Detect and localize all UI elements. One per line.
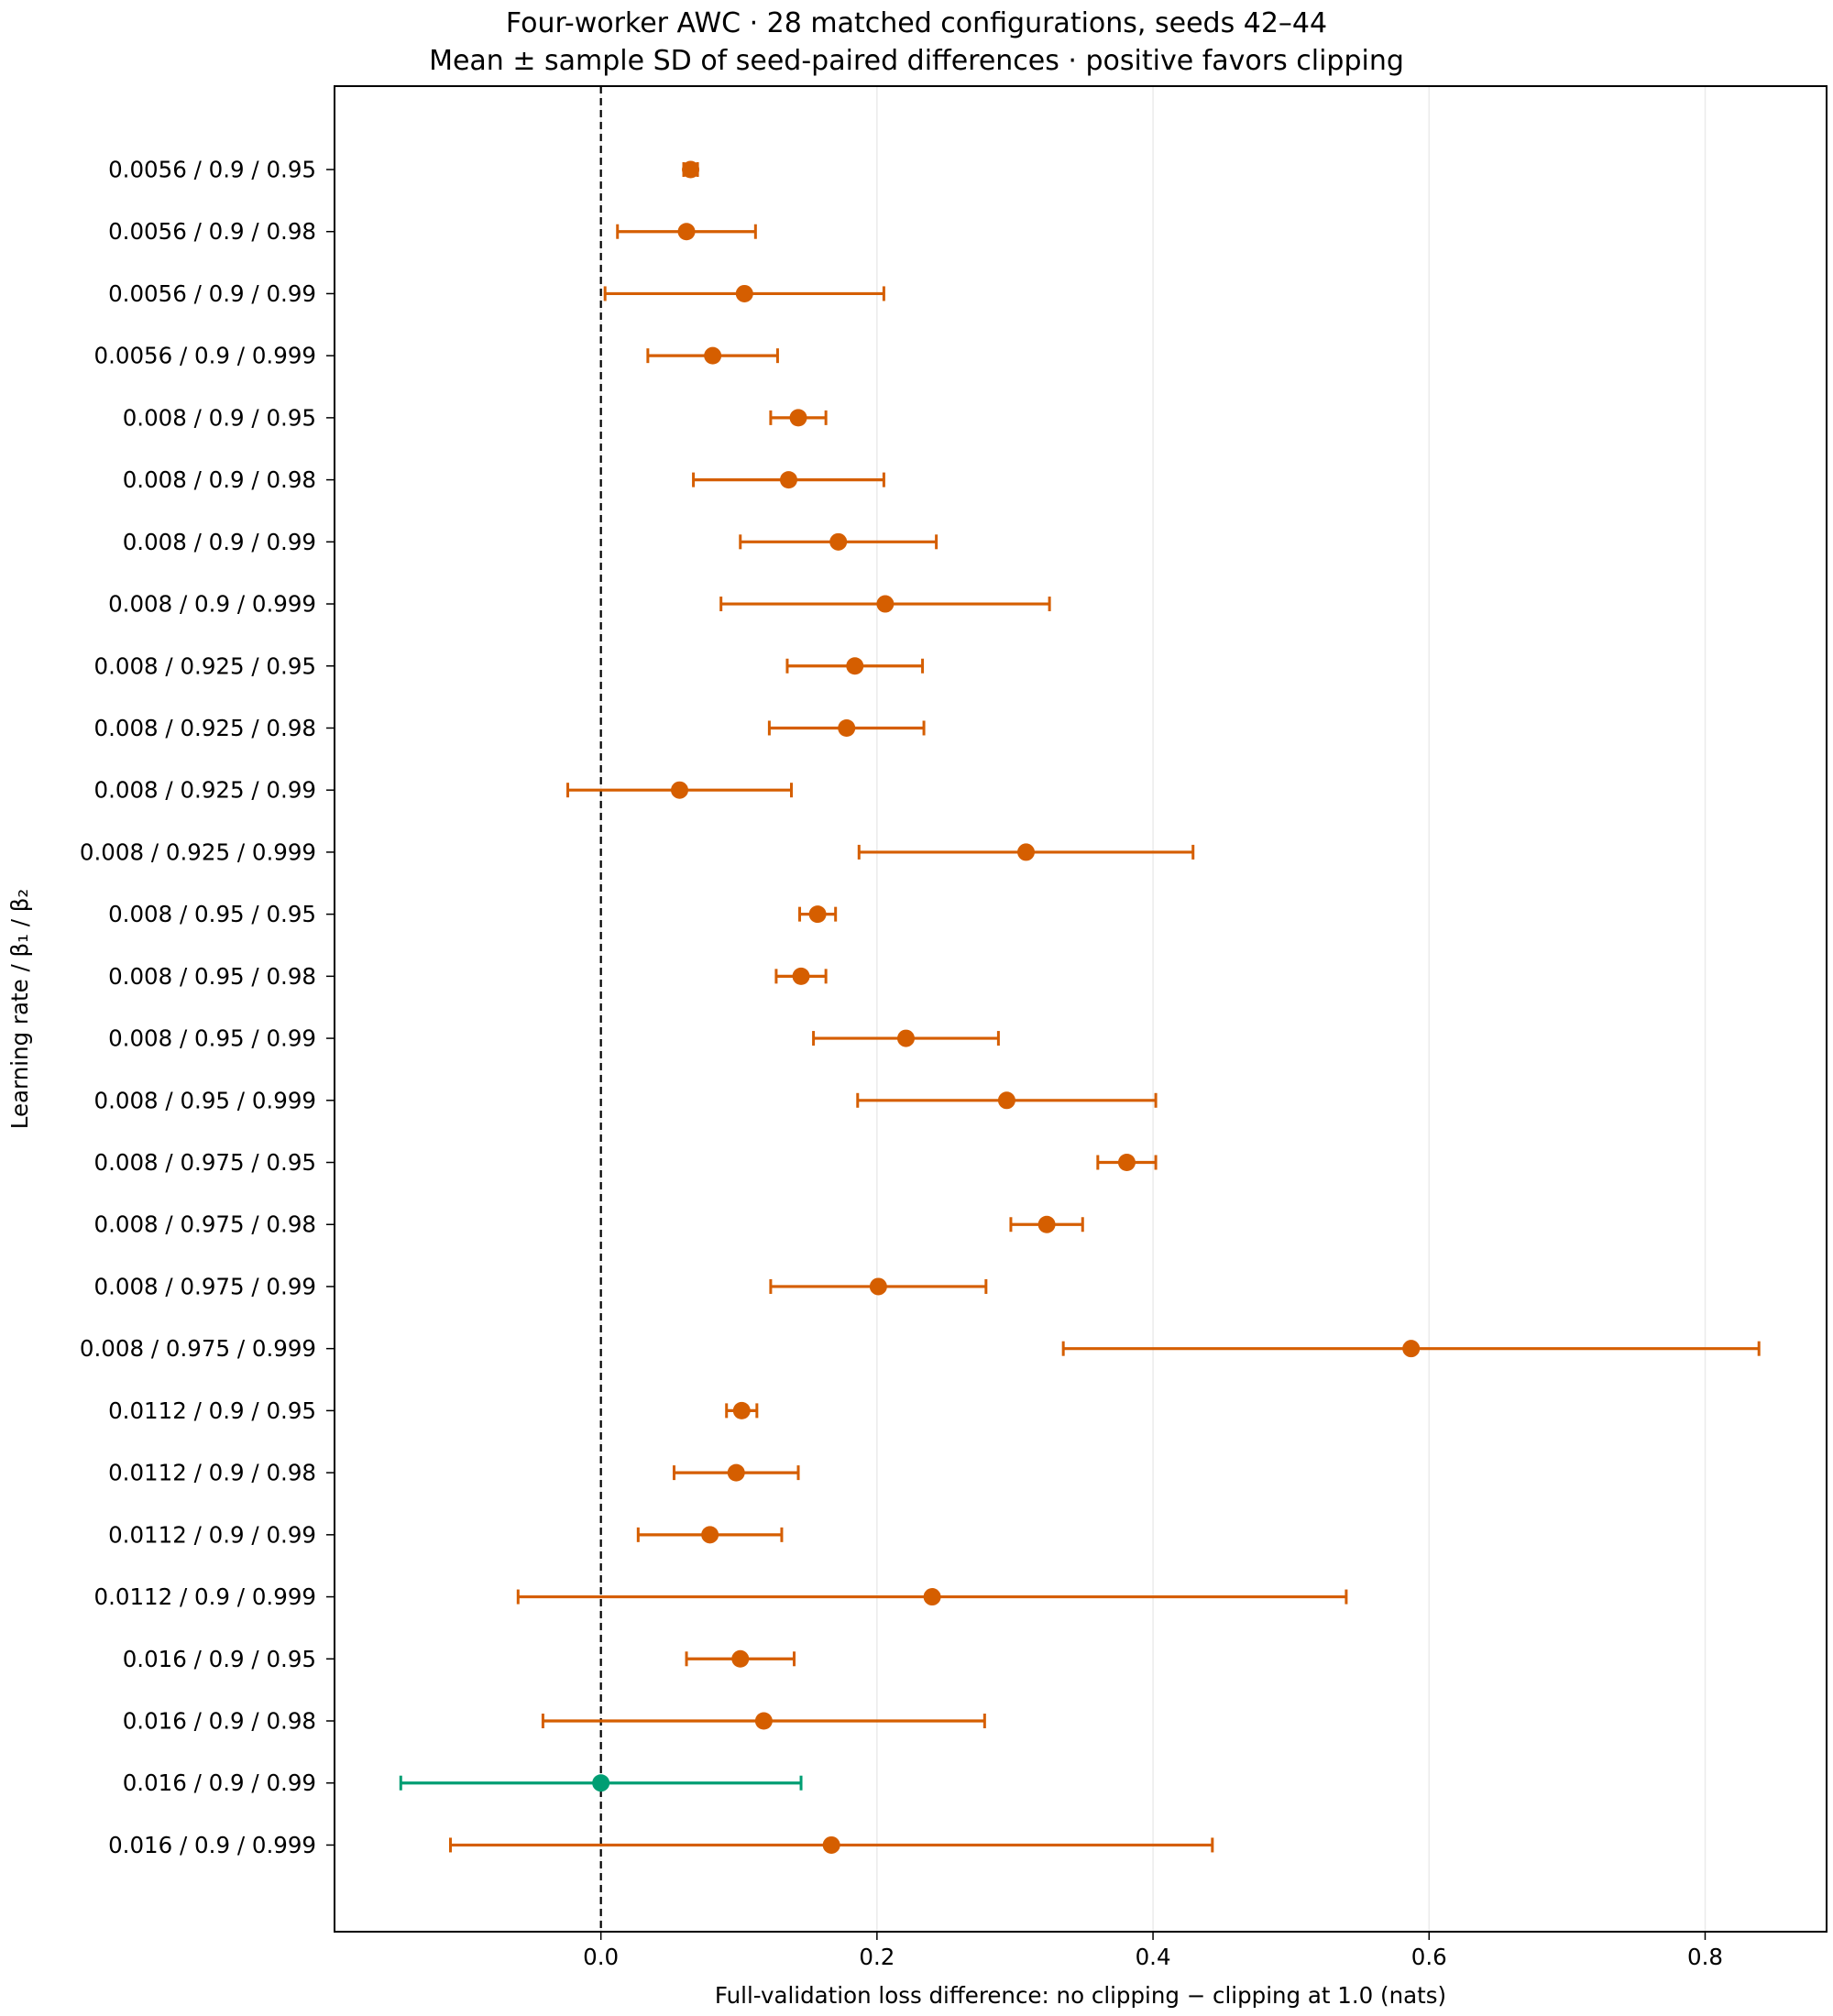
chart-title: Four-worker AWC · 28 matched configurati… xyxy=(506,7,1327,39)
y-tick-label: 0.0056 / 0.9 / 0.99 xyxy=(108,280,316,307)
mean-point xyxy=(682,160,700,179)
y-tick-label: 0.0112 / 0.9 / 0.99 xyxy=(108,1521,316,1548)
plot-frame xyxy=(334,85,1828,1933)
mean-point xyxy=(896,1029,915,1047)
mean-point xyxy=(1017,843,1036,861)
mean-point xyxy=(829,532,848,551)
mean-point xyxy=(822,1835,840,1854)
grid-lines xyxy=(599,86,1707,1932)
y-tick-label: 0.016 / 0.9 / 0.98 xyxy=(123,1708,316,1735)
y-tick-label: 0.008 / 0.9 / 0.98 xyxy=(123,466,316,493)
chart-subtitle: Mean ± sample SD of seed-paired differen… xyxy=(429,45,1404,77)
y-tick-label: 0.008 / 0.975 / 0.95 xyxy=(94,1149,317,1176)
y-tick-label: 0.0112 / 0.9 / 0.999 xyxy=(94,1583,317,1610)
y-tick-label: 0.016 / 0.9 / 0.999 xyxy=(108,1832,316,1858)
data-series xyxy=(399,160,1761,1854)
mean-point xyxy=(779,471,797,489)
y-axis-ticks: 0.0056 / 0.9 / 0.95 0.0056 / 0.9 / 0.98 0.… xyxy=(80,157,335,1858)
y-tick-label: 0.008 / 0.925 / 0.999 xyxy=(80,838,316,865)
x-tick-label: 0.8 xyxy=(1687,1944,1723,1970)
mean-point xyxy=(846,657,864,675)
y-tick-label: 0.008 / 0.9 / 0.999 xyxy=(108,591,316,618)
y-tick-label: 0.008 / 0.975 / 0.98 xyxy=(94,1211,317,1238)
mean-point xyxy=(808,905,827,924)
y-tick-label: 0.008 / 0.9 / 0.95 xyxy=(123,404,316,431)
mean-point xyxy=(923,1588,941,1606)
y-tick-label: 0.016 / 0.9 / 0.99 xyxy=(123,1769,316,1796)
mean-point xyxy=(792,967,810,985)
mean-point xyxy=(754,1712,773,1730)
y-tick-label: 0.008 / 0.9 / 0.99 xyxy=(123,529,316,555)
x-tick-label: 0.0 xyxy=(583,1944,619,1970)
y-tick-label: 0.008 / 0.95 / 0.98 xyxy=(108,963,316,990)
y-tick-label: 0.0112 / 0.9 / 0.98 xyxy=(108,1460,316,1486)
mean-point xyxy=(731,1649,750,1668)
y-tick-label: 0.0056 / 0.9 / 0.98 xyxy=(108,218,316,245)
mean-point xyxy=(1117,1154,1136,1172)
y-axis-label: Learning rate / β₁ / β₂ xyxy=(6,889,33,1130)
y-tick-label: 0.008 / 0.925 / 0.98 xyxy=(94,715,317,741)
y-tick-label: 0.008 / 0.95 / 0.999 xyxy=(94,1087,317,1113)
mean-point xyxy=(727,1463,745,1482)
mean-point xyxy=(732,1401,751,1419)
mean-point xyxy=(735,284,753,302)
x-axis-ticks: 0.0 0.2 0.4 0.6 0.8 xyxy=(583,1932,1723,1970)
y-tick-label: 0.016 / 0.9 / 0.95 xyxy=(123,1646,316,1672)
mean-point xyxy=(677,223,696,241)
x-tick-label: 0.4 xyxy=(1136,1944,1171,1970)
mean-point xyxy=(789,409,807,427)
y-tick-label: 0.008 / 0.925 / 0.95 xyxy=(94,652,317,679)
mean-point xyxy=(671,781,689,799)
mean-point xyxy=(1037,1215,1056,1233)
y-tick-label: 0.008 / 0.975 / 0.99 xyxy=(94,1273,317,1299)
y-tick-label: 0.008 / 0.95 / 0.99 xyxy=(108,1025,316,1052)
mean-point xyxy=(997,1091,1015,1110)
mean-point xyxy=(876,595,895,613)
y-tick-label: 0.008 / 0.925 / 0.99 xyxy=(94,777,317,804)
x-axis-label: Full-validation loss difference: no clip… xyxy=(715,1982,1446,2009)
mean-point xyxy=(869,1277,887,1296)
y-tick-label: 0.0056 / 0.9 / 0.95 xyxy=(108,157,316,183)
mean-point xyxy=(592,1774,610,1792)
mean-point xyxy=(838,718,856,737)
mean-point xyxy=(704,346,722,365)
mean-point xyxy=(1402,1340,1421,1358)
y-tick-label: 0.008 / 0.95 / 0.95 xyxy=(108,901,316,927)
x-tick-label: 0.6 xyxy=(1411,1944,1447,1970)
y-tick-label: 0.0056 / 0.9 / 0.999 xyxy=(94,343,317,369)
y-tick-label: 0.0112 / 0.9 / 0.95 xyxy=(108,1397,316,1424)
y-tick-label: 0.008 / 0.975 / 0.999 xyxy=(80,1335,316,1362)
x-tick-label: 0.2 xyxy=(859,1944,895,1970)
mean-point xyxy=(701,1526,719,1544)
